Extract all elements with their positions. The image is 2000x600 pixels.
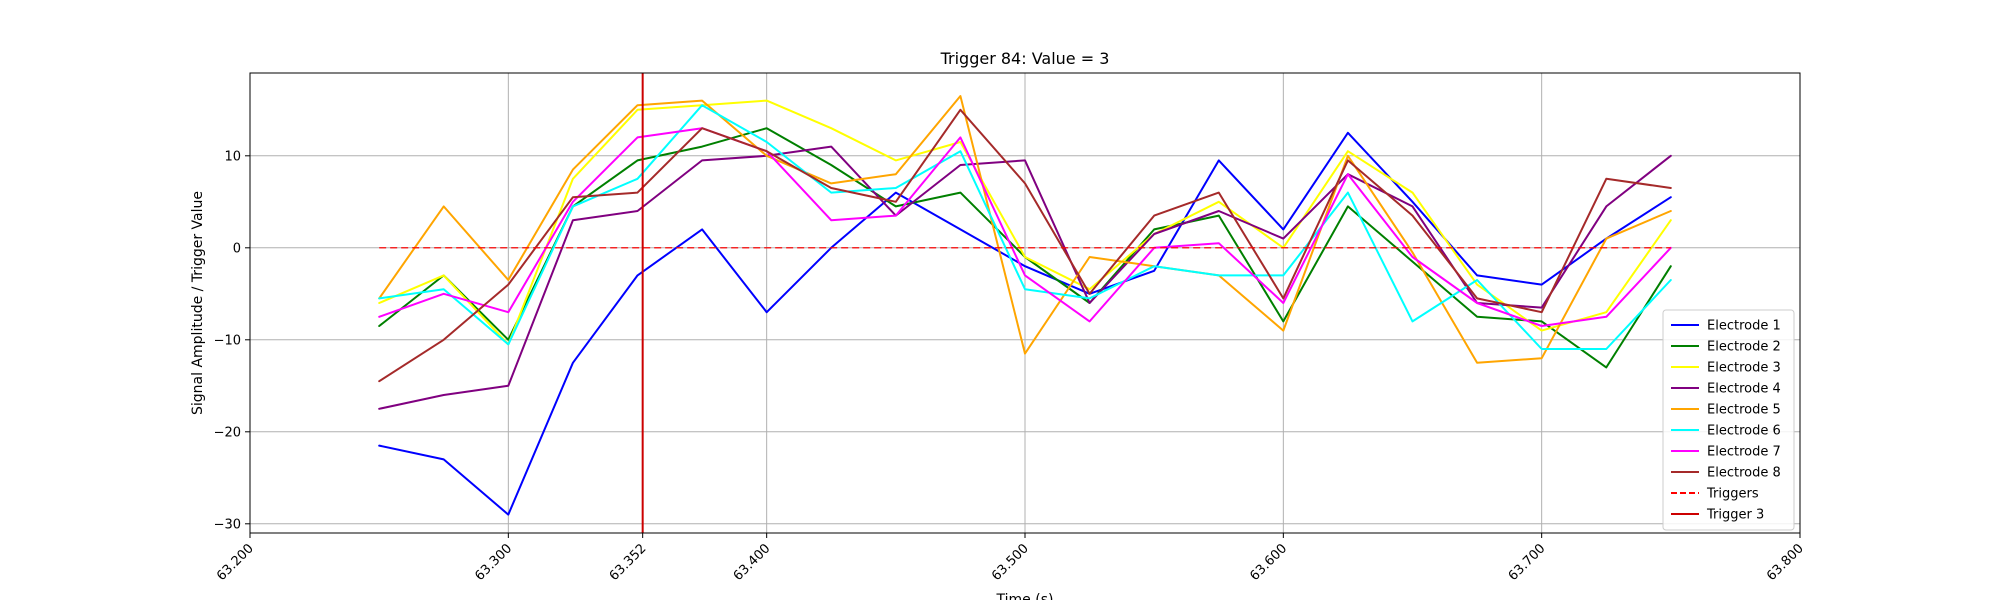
y-tick-label: 0	[233, 241, 241, 256]
series-line-electrode-6	[378, 104, 1672, 350]
series-line-electrode-7	[378, 127, 1672, 327]
legend-label: Electrode 3	[1707, 361, 1781, 376]
chart-title: Trigger 84: Value = 3	[940, 49, 1110, 68]
x-tick-label: 63.800	[1764, 541, 1807, 584]
legend-label: Triggers	[1706, 487, 1759, 502]
series-line-electrode-8	[378, 108, 1672, 383]
series-lines	[378, 95, 1672, 516]
x-tick-label: 63.352	[607, 541, 650, 584]
y-tick-label: −20	[214, 425, 241, 440]
trigger-layer	[379, 73, 1671, 533]
x-tick-label: 63.600	[1247, 541, 1290, 584]
y-tick-label: −30	[214, 517, 241, 532]
x-tick-label: 63.700	[1506, 541, 1549, 584]
legend-label: Electrode 7	[1707, 445, 1781, 460]
y-tick-label: −10	[214, 333, 241, 348]
series-line-electrode-5	[378, 95, 1672, 364]
series-line-electrode-1	[378, 131, 1672, 516]
legend: Electrode 1 Electrode 2 Electrode 3 Electro…	[1662, 309, 1795, 531]
x-tick-label: 63.300	[472, 541, 515, 584]
series-line-electrode-3	[378, 99, 1672, 346]
grid	[249, 73, 1801, 533]
x-tick-label: 63.200	[214, 541, 257, 584]
x-tick-label: 63.400	[731, 541, 774, 584]
legend-label: Electrode 8	[1707, 466, 1781, 481]
y-axis-label: Signal Amplitude / Trigger Value	[190, 191, 206, 415]
axis-ticks: 63.200 63.300 63.352 63.400 63.500 63.600 63.7…	[214, 149, 1807, 584]
legend-label: Electrode 5	[1707, 403, 1781, 418]
x-axis-label: Time (s)	[996, 592, 1054, 600]
legend-label: Electrode 6	[1707, 424, 1781, 439]
legend-label: Electrode 4	[1707, 382, 1781, 397]
x-tick-label: 63.500	[989, 541, 1032, 584]
legend-label: Electrode 2	[1707, 340, 1781, 355]
legend-box	[1662, 309, 1795, 531]
y-tick-label: 10	[224, 149, 241, 164]
legend-label: Trigger 3	[1706, 508, 1764, 523]
legend-label: Electrode 1	[1707, 319, 1781, 334]
